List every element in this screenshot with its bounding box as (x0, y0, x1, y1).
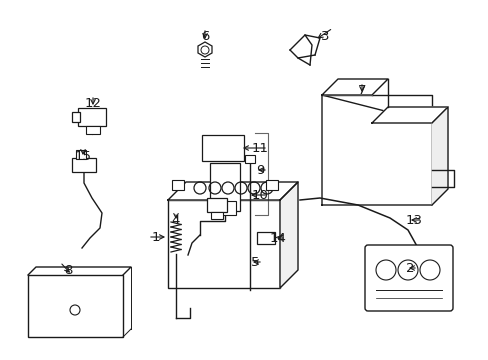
Bar (72, 158, 96, 172)
FancyBboxPatch shape (364, 245, 452, 311)
Text: 7: 7 (357, 84, 366, 96)
Bar (76, 150, 86, 159)
Polygon shape (168, 182, 297, 200)
Text: 4: 4 (171, 213, 180, 226)
Bar (257, 232, 274, 244)
Text: 10: 10 (251, 189, 268, 202)
Bar (86, 126, 100, 134)
Text: 12: 12 (84, 96, 102, 109)
Bar (206, 198, 226, 212)
Text: 15: 15 (74, 149, 91, 162)
Polygon shape (198, 42, 212, 57)
Polygon shape (371, 107, 447, 123)
Text: 11: 11 (251, 141, 268, 154)
Polygon shape (431, 107, 447, 205)
Text: 6: 6 (201, 30, 209, 42)
Bar (210, 212, 223, 219)
Text: 2: 2 (405, 261, 413, 274)
Text: 5: 5 (250, 256, 259, 269)
Text: 8: 8 (63, 264, 72, 276)
Text: 1: 1 (151, 230, 160, 243)
Bar (209, 163, 240, 211)
Bar (244, 155, 254, 163)
Polygon shape (280, 182, 297, 288)
Bar (28, 275, 123, 337)
Bar (168, 200, 280, 288)
Polygon shape (321, 79, 387, 95)
Text: 14: 14 (269, 231, 286, 244)
Bar (202, 135, 244, 161)
Bar (78, 108, 106, 126)
Text: 3: 3 (320, 30, 328, 42)
Bar (72, 112, 80, 122)
Bar (172, 180, 183, 190)
Bar (214, 201, 236, 215)
Text: 9: 9 (255, 163, 264, 176)
Text: 13: 13 (405, 213, 422, 226)
Bar (265, 180, 278, 190)
